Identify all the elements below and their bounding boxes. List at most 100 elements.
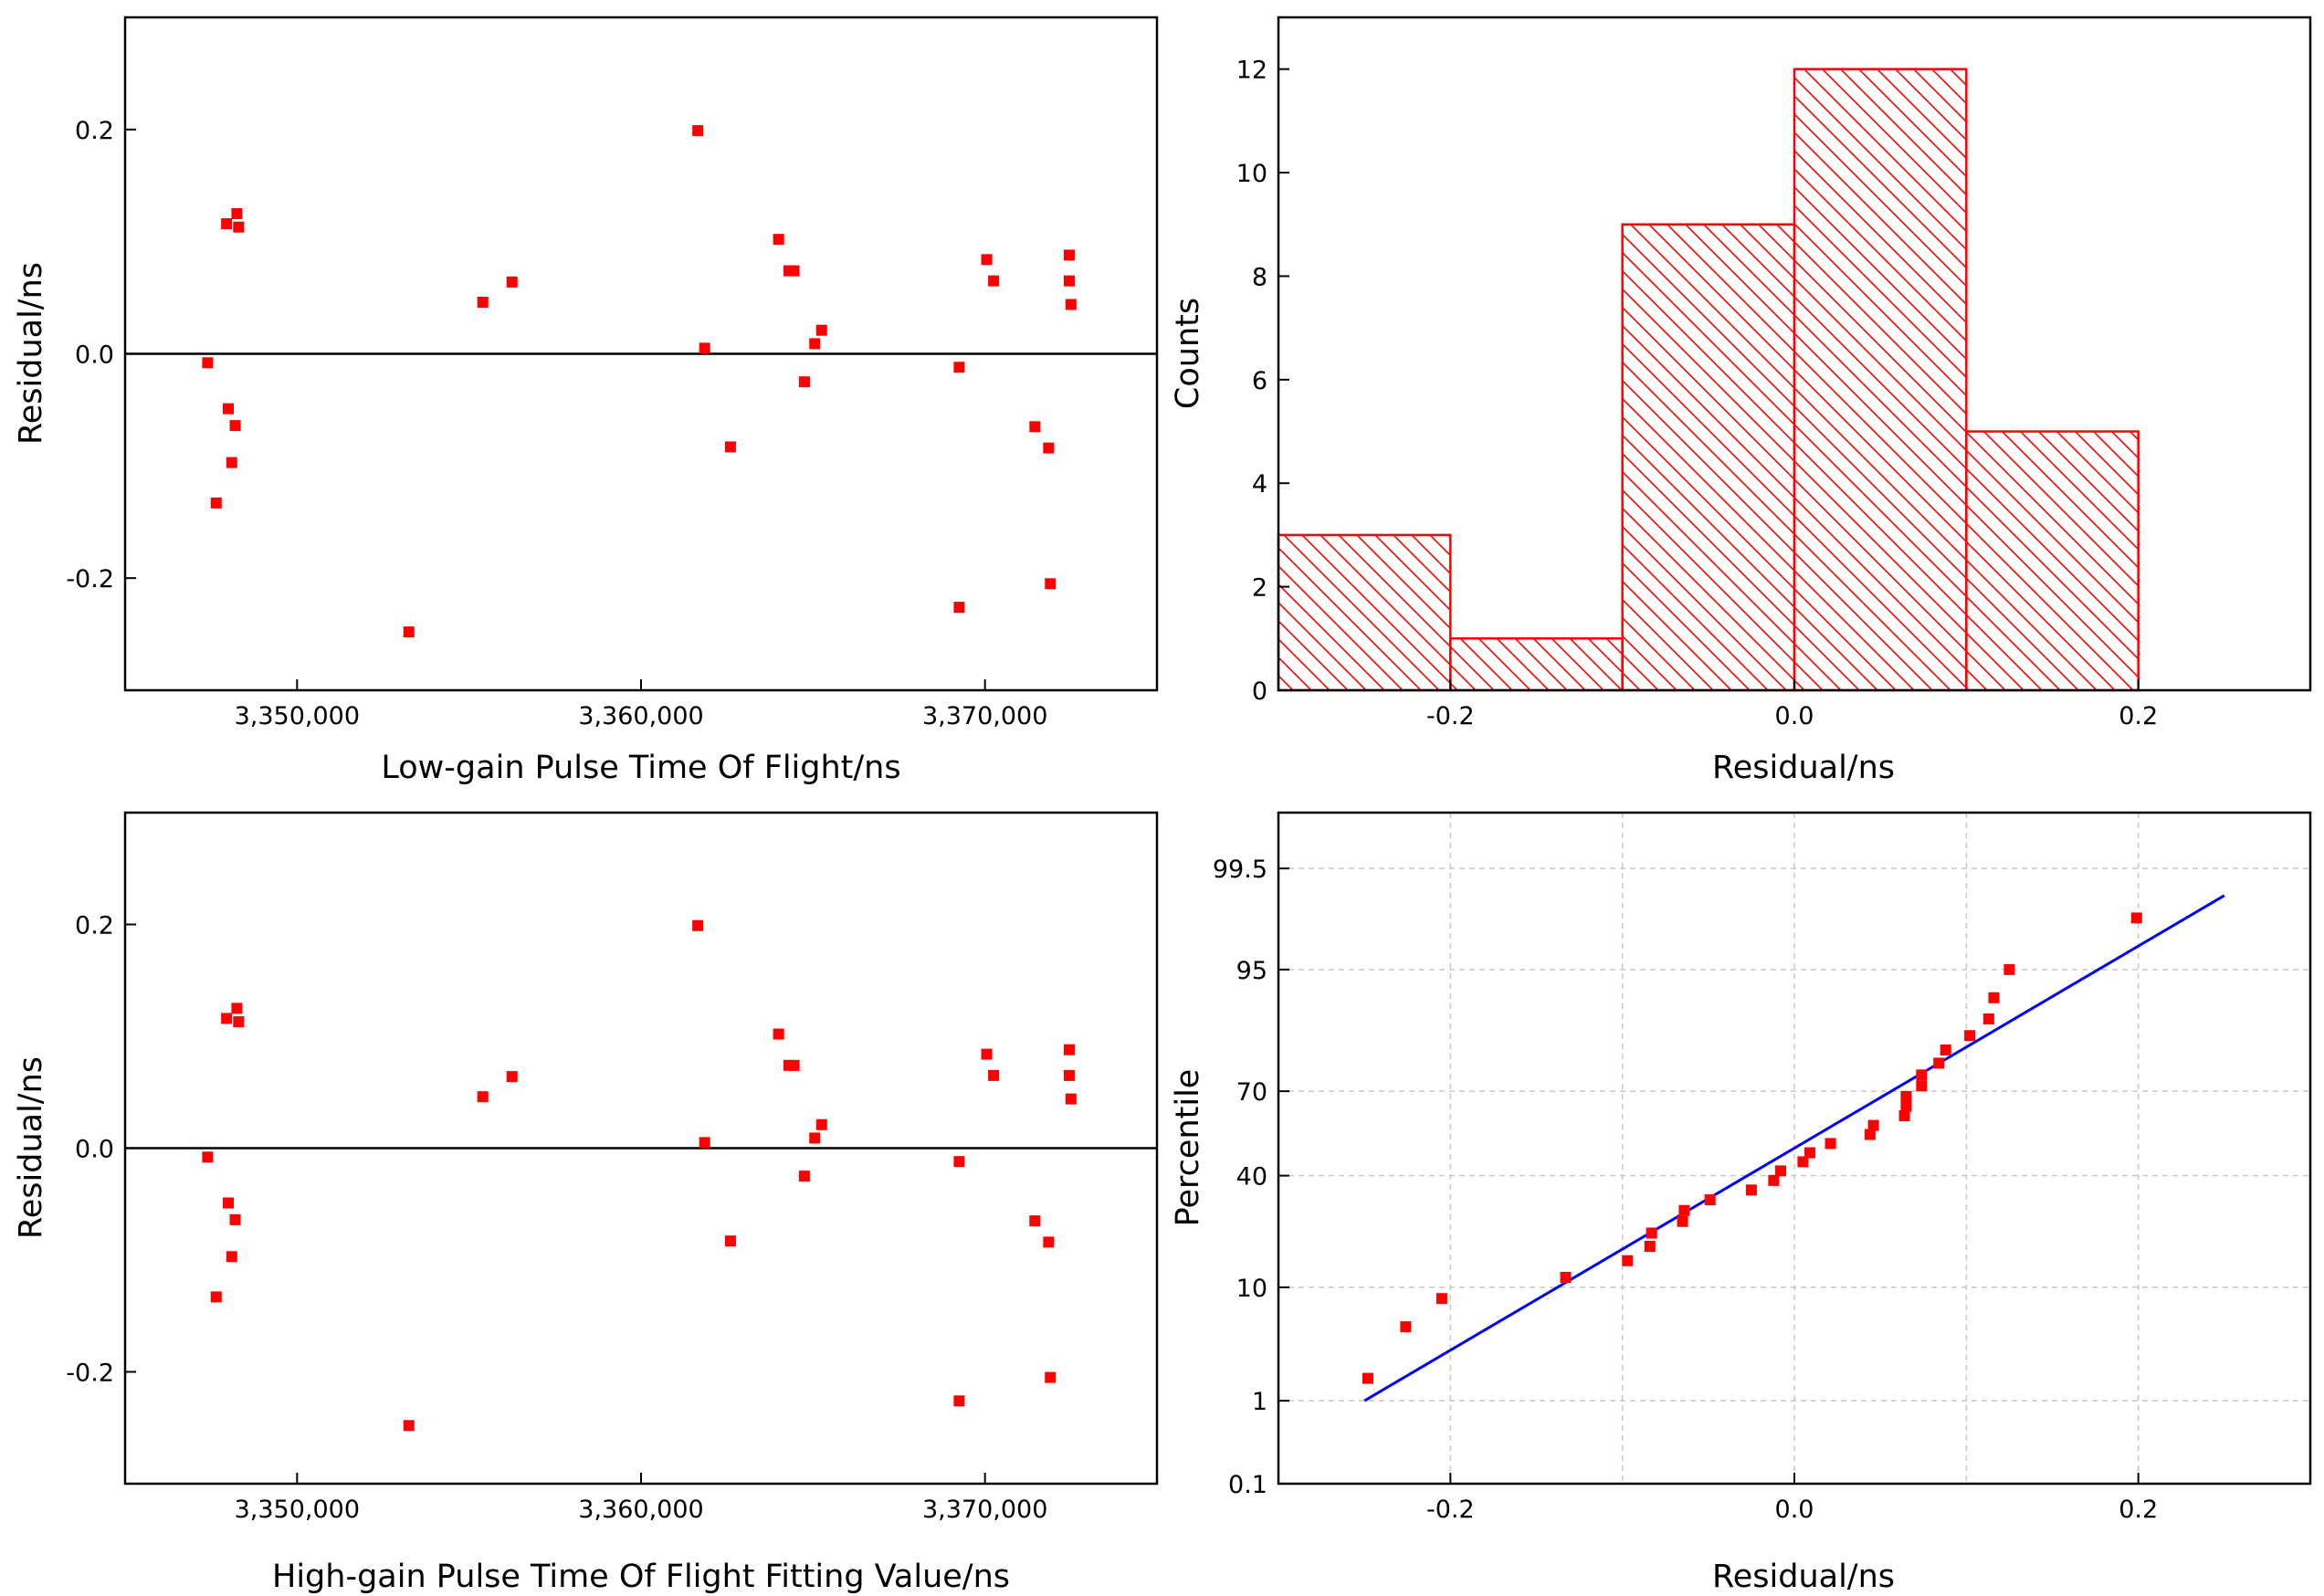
probability-ytick-label: 40 (1236, 1163, 1267, 1192)
scatter-high-point (815, 1118, 827, 1130)
scatter-high-xlabel: High-gain Pulse Time Of Flight Fitting V… (272, 1559, 1010, 1595)
scatter-high-point (692, 919, 704, 931)
scatter-high-point (1045, 1371, 1057, 1383)
scatter-high-point (229, 1213, 241, 1225)
scatter-low-point (798, 376, 810, 388)
histogram-ylabel: Counts (1170, 298, 1206, 409)
histogram-ytick-label: 10 (1236, 160, 1267, 188)
probability-point (1916, 1069, 1928, 1081)
probability-point (1864, 1129, 1876, 1140)
probability-ytick-label: 10 (1236, 1275, 1267, 1303)
scatter-low-point (210, 497, 222, 509)
scatter-high-point (699, 1137, 710, 1149)
probability-point (1644, 1241, 1656, 1253)
probability-xtick-label: -0.2 (1426, 1496, 1475, 1524)
scatter-low-point (988, 275, 1000, 287)
scatter-low-point (202, 357, 214, 369)
scatter-low-point (809, 338, 821, 350)
probability-xtick-label: 0.2 (2119, 1496, 2158, 1524)
scatter-high-xtick-label: 3,360,000 (578, 1496, 703, 1524)
scatter-high-point (477, 1091, 489, 1103)
scatter-low-point (226, 457, 237, 468)
scatter-high-point (1029, 1215, 1041, 1227)
probability-point (1774, 1165, 1786, 1177)
scatter-low-point (981, 254, 993, 266)
probability-point (1988, 992, 2000, 1003)
probability-point (1900, 1100, 1912, 1112)
probability-point (1400, 1321, 1412, 1333)
scatter-low-point (815, 324, 827, 336)
scatter-high-point (403, 1420, 415, 1432)
scatter-high-point (953, 1156, 965, 1168)
scatter-low-point (506, 276, 518, 288)
scatter-low-point (229, 420, 241, 432)
scatter-high-point (981, 1048, 993, 1060)
probability-point (1964, 1030, 1976, 1042)
probability-point (1867, 1119, 1879, 1131)
probability-point (1435, 1293, 1447, 1305)
histogram-ytick-label: 8 (1252, 263, 1267, 291)
probability-point (1678, 1204, 1690, 1216)
probability-xtick-label: 0.0 (1775, 1496, 1814, 1524)
scatter-low-xlabel: Low-gain Pulse Time Of Flight/ns (381, 750, 900, 786)
scatter-high-point (953, 1395, 965, 1407)
scatter-low-point (1063, 275, 1075, 287)
probability-ytick-label: 1 (1252, 1388, 1267, 1416)
histogram-panel: -0.2 0.0 0.2 0 2 4 6 8 10 12 Residual/ns Counts (1170, 16, 2312, 786)
histogram-ytick-label: 0 (1252, 677, 1267, 706)
scatter-high-point (788, 1059, 800, 1071)
scatter-low-point (221, 218, 233, 230)
scatter-low-point (231, 207, 243, 219)
scatter-low-point (477, 296, 489, 308)
probability-point (1622, 1255, 1634, 1266)
scatter-high-point (506, 1071, 518, 1083)
scatter-high-panel: 3,350,000 3,360,000 3,370,000 -0.2 0.0 0.2 Hi… (13, 811, 1159, 1595)
scatter-low-xtick-label: 3,370,000 (922, 702, 1047, 730)
probability-ytick-label: 0.1 (1228, 1471, 1267, 1499)
scatter-low-point (699, 342, 710, 354)
probability-point (1933, 1057, 1945, 1069)
histogram-bar (1793, 68, 1968, 692)
histogram-ytick-label: 4 (1252, 470, 1267, 499)
scatter-high-point (1065, 1093, 1077, 1105)
histogram-ytick-label: 2 (1252, 574, 1267, 603)
histogram-xtick-label: -0.2 (1426, 702, 1475, 730)
probability-ylabel: Percentile (1170, 1069, 1206, 1227)
probability-point (1916, 1080, 1928, 1092)
scatter-high-point (202, 1151, 214, 1163)
scatter-low-point (1045, 578, 1057, 590)
probability-point (1362, 1372, 1373, 1384)
scatter-low-point (953, 362, 965, 373)
probability-point (1797, 1156, 1809, 1168)
probability-point (1704, 1194, 1716, 1206)
scatter-low-point (773, 234, 784, 246)
scatter-low-point (1063, 249, 1075, 261)
histogram-ytick-label: 6 (1252, 367, 1267, 395)
scatter-high-point (1043, 1236, 1055, 1248)
probability-point (1677, 1215, 1688, 1227)
scatter-low-xtick-label: 3,350,000 (235, 702, 360, 730)
probability-ytick-label: 95 (1236, 957, 1267, 985)
histogram-bar (1621, 223, 1796, 692)
scatter-high-point (233, 1016, 245, 1028)
scatter-low-xtick-label: 3,360,000 (578, 702, 703, 730)
scatter-high-ytick-label: -0.2 (66, 1360, 114, 1388)
probability-point (1560, 1272, 1572, 1284)
histogram-bar (1449, 637, 1624, 692)
probability-ytick-label: 70 (1236, 1078, 1267, 1107)
scatter-low-point (223, 403, 234, 415)
scatter-low-point (788, 265, 800, 277)
scatter-high-ytick-label: 0.2 (75, 912, 114, 940)
probability-point (1982, 1013, 1994, 1024)
probability-fit-line (1363, 894, 2225, 1402)
probability-panel: -0.2 0.0 0.2 0.1 1 10 40 70 95 99.5 Residual/ns P… (1170, 811, 2312, 1595)
scatter-low-ytick-label: -0.2 (66, 565, 114, 593)
scatter-high-point (223, 1197, 234, 1209)
scatter-low-ylabel: Residual/ns (13, 262, 49, 445)
scatter-low-point (724, 441, 736, 453)
scatter-high-point (798, 1171, 810, 1182)
scatter-high-point (773, 1028, 784, 1040)
histogram-bar (1277, 533, 1452, 692)
scatter-high-point (1063, 1069, 1075, 1081)
